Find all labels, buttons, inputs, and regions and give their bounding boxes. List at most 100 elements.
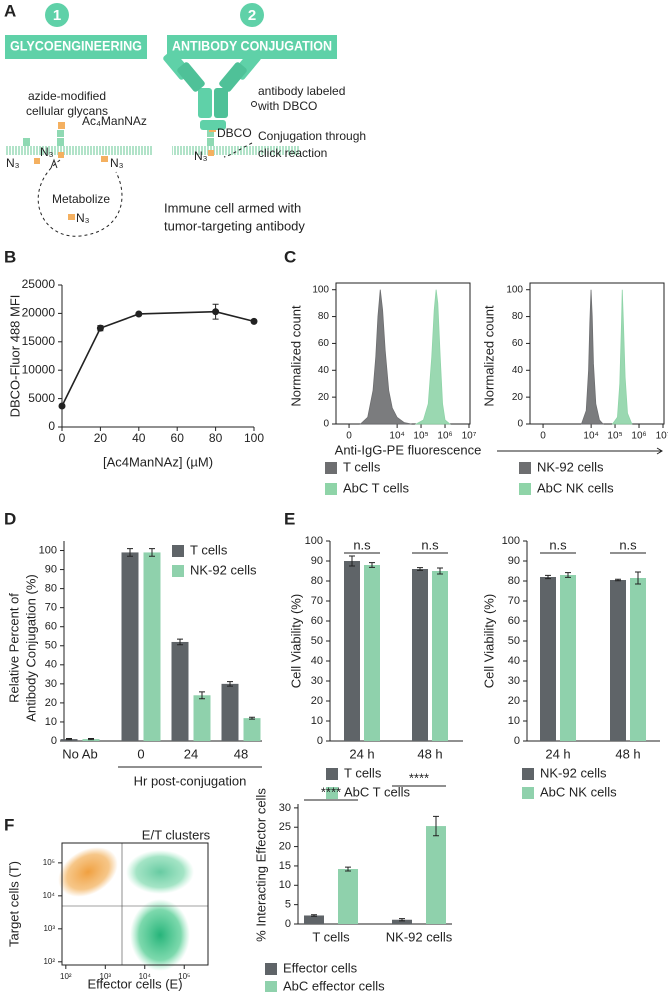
- bar: [171, 641, 189, 741]
- y-axis-label: Normalized count: [481, 305, 496, 407]
- legend-swatch: [326, 787, 338, 799]
- bar: [540, 577, 556, 741]
- panel-label: A: [4, 1, 16, 20]
- y-tick-label: 20000: [22, 306, 56, 320]
- y-tick-label: 0: [323, 419, 329, 430]
- significance-label: n.s: [353, 537, 371, 552]
- chart-title: E/T clusters: [142, 827, 211, 842]
- diagram-label: N₃: [6, 156, 20, 170]
- bar: [364, 565, 380, 741]
- y-tick-label: 50: [45, 640, 57, 652]
- step-title: GLYCOENGINEERING: [10, 38, 142, 54]
- y-tick-label: 60: [508, 615, 520, 627]
- panel-label: F: [4, 815, 14, 834]
- y-tick-label: 90: [45, 563, 57, 575]
- error-bar: [199, 691, 205, 700]
- x-tick-label: 24 h: [545, 746, 570, 761]
- x-tick-label: 10⁷: [656, 431, 668, 442]
- y-tick-label: 50: [508, 635, 520, 647]
- x-tick-label: NK-92 cells: [386, 929, 453, 944]
- y-tick-label: 30: [279, 802, 291, 814]
- y-tick-label: 90: [508, 555, 520, 567]
- legend-label: T cells: [344, 765, 382, 780]
- panel-label: D: [4, 509, 16, 528]
- x-tick-label: 100: [244, 431, 264, 445]
- diagram-label: antibody labeled: [258, 84, 345, 98]
- legend-label: AbC T cells: [344, 784, 410, 799]
- legend-label: NK-92 cells: [540, 765, 607, 780]
- x-tick-label: 10⁴: [583, 431, 598, 442]
- y-tick-label: 40: [508, 655, 520, 667]
- diagram-label: Conjugation through: [258, 129, 366, 143]
- y-tick-label: 0: [517, 419, 523, 430]
- y-tick-label: 70: [45, 602, 57, 614]
- x-tick-label: 10⁶: [437, 431, 452, 442]
- group-label: Hr post-conjugation: [134, 773, 247, 788]
- x-tick-label: 10⁶: [631, 431, 646, 442]
- diagram-label: N₃: [40, 145, 54, 159]
- diagram-label: N₃: [194, 149, 208, 163]
- significance-label: ****: [321, 784, 341, 799]
- diagram-art: [5, 3, 337, 237]
- legend-label: AbC T cells: [343, 480, 409, 495]
- error-bar: [349, 555, 355, 567]
- x-axis-label: [Ac4ManNAz] (µM): [103, 454, 213, 469]
- legend-swatch: [326, 768, 338, 780]
- significance-label: n.s: [549, 537, 567, 552]
- diagram-label: N₃: [76, 211, 90, 225]
- y-tick-label: 20: [279, 840, 291, 852]
- y-axis-label: Cell Viability (%): [288, 594, 303, 688]
- point: [135, 310, 143, 318]
- legend-label: AbC NK cells: [540, 784, 617, 799]
- y-tick-label: 15000: [22, 334, 56, 348]
- error-bar: [369, 562, 375, 568]
- bar: [121, 552, 139, 741]
- legend-label: Effector cells: [283, 960, 358, 975]
- y-tick-label: 100: [312, 284, 329, 295]
- y-tick-label: 25: [279, 821, 291, 833]
- axis-arrow: [656, 447, 663, 455]
- y-tick-label: 80: [311, 575, 323, 587]
- x-axis-label: Anti-IgG-PE fluorescence: [335, 442, 482, 457]
- y-tick-label: 90: [311, 555, 323, 567]
- y-tick-label: 10: [279, 879, 291, 891]
- y-tick-label: 80: [318, 311, 330, 322]
- error-bar: [311, 914, 317, 917]
- x-tick-label: 10⁵: [178, 972, 190, 981]
- x-tick-label: No Ab: [62, 746, 97, 761]
- y-tick-label: 40: [318, 365, 330, 376]
- legend-label: NK-92 cells: [190, 562, 257, 577]
- legend-label: AbC NK cells: [537, 480, 614, 495]
- y-tick-label: 60: [512, 338, 524, 349]
- y-tick-label: 30: [311, 675, 323, 687]
- bar: [426, 826, 446, 924]
- x-tick-label: 0: [346, 431, 352, 442]
- error-bar: [437, 567, 443, 575]
- histogram-area: [414, 289, 451, 425]
- legend-swatch: [172, 545, 184, 557]
- x-axis-label: Effector cells (E): [87, 976, 182, 991]
- y-tick-label: 80: [512, 311, 524, 322]
- x-tick-label: 80: [209, 431, 223, 445]
- point: [250, 317, 258, 325]
- x-tick-label: 40: [132, 431, 146, 445]
- error-bar: [345, 866, 351, 872]
- y-tick-label: 20: [311, 695, 323, 707]
- y-tick-label: 30: [508, 675, 520, 687]
- diagram-label: Ac₄ManNAz: [82, 114, 147, 128]
- step-number: 2: [248, 7, 256, 24]
- diagram-label: Immune cell armed with: [164, 200, 301, 215]
- significance-label: ****: [409, 770, 429, 785]
- step-title: ANTIBODY CONJUGATION: [172, 38, 332, 54]
- panel-label: B: [4, 247, 16, 266]
- y-tick-label: 10000: [22, 362, 56, 376]
- bar: [610, 580, 626, 741]
- error-bar: [177, 638, 183, 646]
- y-tick-label: 100: [305, 535, 323, 547]
- step-number: 1: [53, 7, 61, 24]
- legend-label: T cells: [190, 542, 228, 557]
- x-tick-label: 10⁴: [139, 972, 152, 981]
- error-bar: [227, 681, 233, 687]
- y-tick-label: 20: [318, 392, 330, 403]
- error-bar: [635, 571, 641, 585]
